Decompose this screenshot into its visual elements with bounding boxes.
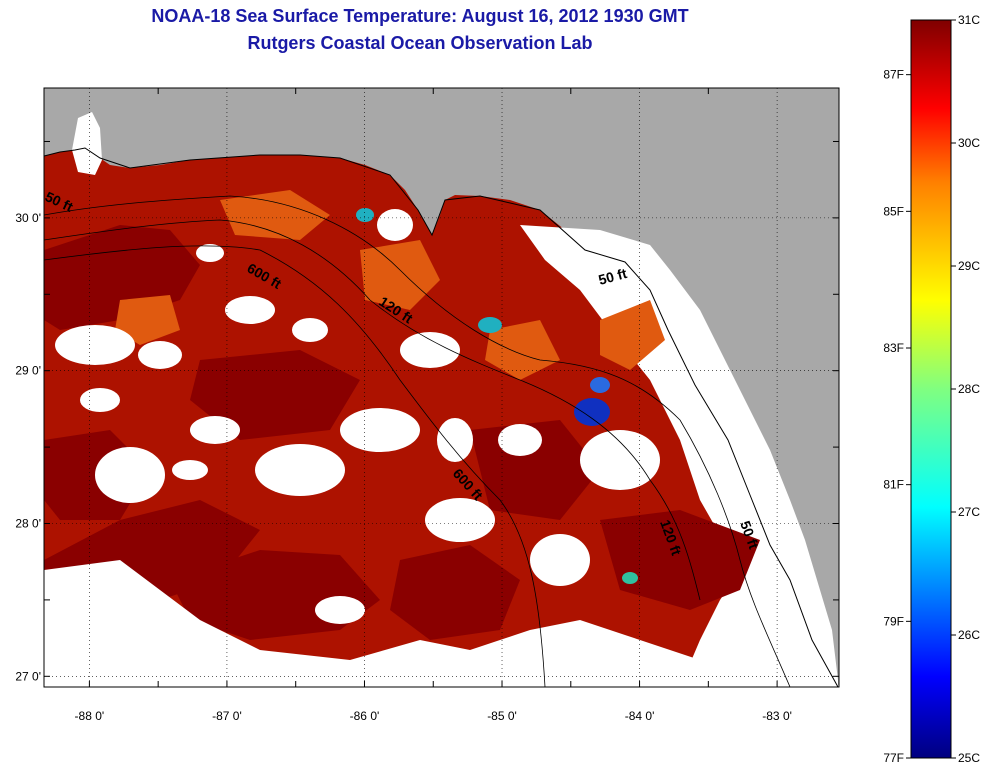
colorbar-f-label: 79F	[883, 614, 904, 628]
map-frame	[43, 87, 840, 688]
cloud-blobs	[44, 209, 839, 687]
colorbar-f-label: 77F	[883, 751, 904, 765]
colorbar-c-label: 28C	[958, 382, 980, 396]
lat-tick-label: 30 0'	[15, 211, 41, 225]
colorbar-c-label: 26C	[958, 628, 980, 642]
colorbar-f-label: 81F	[883, 478, 904, 492]
lon-tick-label: -85 0'	[487, 709, 517, 723]
colorbar-f-label: 85F	[883, 204, 904, 218]
lat-tick-label: 29 0'	[15, 364, 41, 378]
land-mass	[44, 88, 839, 687]
colorbar-c-label: 29C	[958, 259, 980, 273]
colorbar-c-label: 31C	[958, 13, 980, 27]
colorbar-f-label: 83F	[883, 341, 904, 355]
colorbar: 31C 30C 29C 28C 27C 26C 25C 87F 85F 83F 81F 79F 77F	[883, 13, 980, 765]
lat-tick-label: 28 0'	[15, 516, 41, 530]
map-subtitle: Rutgers Coastal Ocean Observation Lab	[247, 33, 593, 53]
map-field	[44, 88, 839, 687]
latitude-labels: 30 0' 29 0' 28 0' 27 0'	[15, 211, 41, 683]
depth-contours	[44, 195, 791, 687]
map-title: NOAA-18 Sea Surface Temperature: August …	[151, 6, 689, 26]
colorbar-c-label: 30C	[958, 136, 980, 150]
cool-spot	[356, 208, 638, 584]
lon-tick-label: -88 0'	[75, 709, 105, 723]
hot-patches	[115, 190, 665, 380]
colorbar-labels: 31C 30C 29C 28C 27C 26C 25C 87F 85F 83F 81F 79F 77F	[883, 13, 980, 765]
contour-label-50ft-east: 50 ft	[597, 265, 629, 288]
colorbar-c-label: 27C	[958, 505, 980, 519]
coastline	[44, 147, 839, 687]
lon-tick-label: -83 0'	[762, 709, 792, 723]
colorbar-gradient	[910, 19, 952, 759]
lat-tick-label: 27 0'	[15, 669, 41, 683]
lon-tick-label: -84 0'	[625, 709, 655, 723]
cloud-nw-corner	[72, 112, 102, 175]
lon-tick-label: -87 0'	[212, 709, 242, 723]
colorbar-c-label: 25C	[958, 751, 980, 765]
coastal-white-area	[520, 225, 838, 687]
longitude-labels: -88 0' -87 0' -86 0' -85 0' -84 0' -83 0'	[75, 709, 792, 723]
colorbar-f-label: 87F	[883, 68, 904, 82]
graticule	[44, 88, 839, 687]
lon-tick-label: -86 0'	[350, 709, 380, 723]
